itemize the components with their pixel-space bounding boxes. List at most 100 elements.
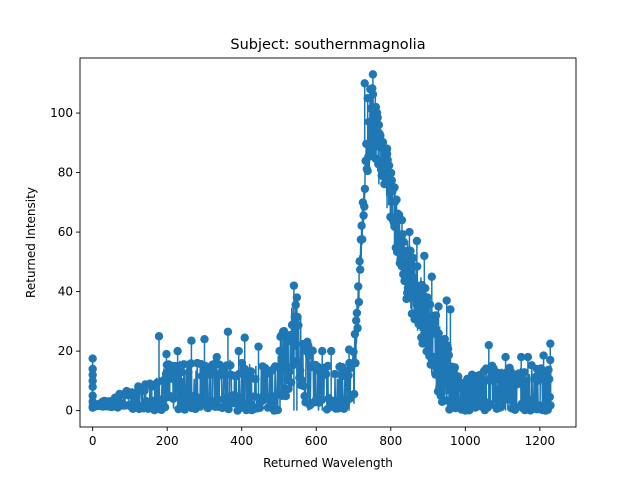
data-point [394, 210, 404, 219]
data-point [140, 386, 149, 395]
data-point [496, 403, 506, 412]
data-point [423, 293, 432, 302]
x-tick-label: 0 [89, 434, 97, 448]
data-point [88, 364, 97, 374]
data-point [286, 330, 295, 340]
data-point [374, 156, 384, 165]
data-point [354, 297, 364, 307]
data-point [351, 358, 360, 368]
data-point [229, 399, 239, 408]
data-point [424, 339, 433, 349]
data-point [515, 378, 524, 387]
data-point [353, 323, 362, 333]
data-point [172, 375, 181, 384]
data-point [387, 176, 396, 185]
data-point [287, 320, 297, 330]
data-point [251, 374, 260, 384]
x-axis: 0 200 400 600 800 1000 1200 [89, 427, 555, 448]
data-point [396, 255, 405, 264]
data-point [236, 393, 246, 402]
data-point [376, 131, 385, 140]
data-point [154, 332, 164, 341]
data-layer [88, 70, 555, 415]
data-point [388, 187, 397, 196]
data-point [270, 362, 280, 371]
data-point [285, 367, 294, 376]
data-point [378, 138, 388, 147]
data-point [308, 346, 317, 355]
data-point [501, 352, 510, 362]
data-point [88, 354, 97, 363]
data-point [485, 400, 495, 410]
data-point [88, 370, 97, 380]
data-point [352, 316, 361, 325]
data-point [88, 376, 97, 386]
data-point [450, 363, 459, 372]
x-tick-label: 1000 [450, 434, 481, 448]
data-point [360, 202, 369, 211]
data-point [356, 265, 365, 274]
data-point [299, 381, 308, 391]
data-point [364, 117, 374, 127]
data-point [437, 389, 446, 399]
data-point [162, 349, 171, 359]
data-point [425, 300, 435, 309]
data-point [421, 284, 430, 293]
y-tick-label: 20 [58, 344, 73, 358]
data-point [281, 391, 291, 401]
y-tick-label: 40 [58, 285, 73, 299]
data-point [291, 300, 300, 310]
data-point [254, 342, 263, 351]
data-point [209, 365, 218, 374]
data-point [292, 293, 302, 302]
data-point [355, 257, 364, 266]
data-point [317, 395, 326, 405]
data-point [446, 305, 455, 314]
data-point [421, 332, 431, 341]
data-point [428, 352, 437, 361]
data-point [401, 275, 410, 284]
data-point [376, 165, 386, 174]
data-point [399, 237, 408, 247]
data-point [435, 382, 445, 392]
data-point [413, 262, 422, 271]
data-point [427, 272, 436, 281]
data-point [200, 335, 209, 344]
data-point [409, 253, 418, 263]
x-tick-label: 1200 [525, 434, 556, 448]
data-point [434, 302, 443, 311]
x-tick-label: 600 [305, 434, 328, 448]
data-point [546, 355, 555, 365]
data-point [397, 262, 406, 271]
x-tick-label: 200 [156, 434, 179, 448]
data-point [546, 401, 555, 410]
data-point [240, 364, 249, 374]
data-point [352, 308, 362, 318]
data-point [517, 352, 526, 362]
data-point [350, 389, 359, 399]
data-point [467, 382, 476, 391]
data-point [539, 351, 548, 360]
data-point [275, 346, 284, 356]
data-point [406, 246, 415, 255]
data-point [370, 141, 380, 150]
data-point [545, 392, 554, 402]
data-point [432, 364, 441, 373]
data-point [368, 70, 378, 79]
y-tick-label: 100 [50, 106, 73, 120]
data-point [284, 384, 293, 394]
data-point [321, 370, 331, 379]
data-point [368, 90, 378, 99]
data-point [412, 236, 422, 246]
x-axis-label: Returned Wavelength [263, 456, 393, 470]
data-point [293, 312, 302, 322]
y-axis: 0 20 40 60 80 100 [50, 106, 80, 418]
x-tick-label: 800 [379, 434, 402, 448]
data-point [363, 166, 372, 176]
data-point [88, 382, 97, 392]
data-point [415, 312, 424, 322]
data-point [240, 333, 249, 342]
data-point [405, 293, 414, 303]
data-point [186, 359, 196, 368]
data-point [523, 352, 533, 362]
